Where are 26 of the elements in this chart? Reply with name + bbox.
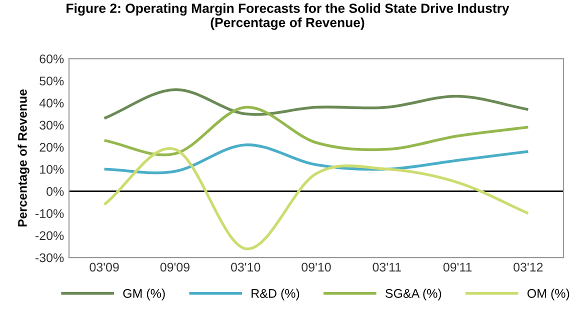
line-series bbox=[102, 106, 530, 156]
y-tick-label: -30% bbox=[36, 253, 64, 262]
legend-label: GM (%) bbox=[123, 288, 165, 300]
x-tick-label: 03'09 bbox=[90, 262, 119, 272]
y-tick-label: 60% bbox=[40, 54, 64, 64]
y-tick-label: -20% bbox=[36, 231, 64, 240]
x-tick-label: 03'12 bbox=[514, 262, 543, 272]
chart-title: Figure 2: Operating Margin Forecasts for the Solid State Drive Industry (Percentage of Revenue) bbox=[66, 3, 510, 30]
x-tick-label: 03'10 bbox=[231, 262, 260, 272]
x-tick-label: 09'09 bbox=[160, 262, 190, 272]
line-series bbox=[102, 88, 530, 120]
y-tick-label: 20% bbox=[40, 142, 64, 152]
y-tick-label: 10% bbox=[40, 164, 64, 174]
y-axis-title: Percentage of Revenue bbox=[18, 89, 30, 226]
x-tick-label: 09'10 bbox=[302, 262, 331, 272]
x-tick-label: 03'11 bbox=[372, 262, 401, 272]
y-tick-label: -10% bbox=[36, 209, 64, 218]
x-tick-label: 09'11 bbox=[443, 262, 472, 272]
y-tick-label: 40% bbox=[39, 98, 64, 108]
y-tick-label: 30% bbox=[40, 120, 64, 130]
legend-label: SG&A (%) bbox=[385, 288, 442, 300]
legend-label: R&D (%) bbox=[252, 288, 300, 300]
legend-label: OM (%) bbox=[527, 288, 570, 300]
line-series bbox=[102, 147, 530, 250]
y-tick-label: 0% bbox=[46, 187, 64, 196]
y-tick-label: 50% bbox=[40, 76, 64, 86]
